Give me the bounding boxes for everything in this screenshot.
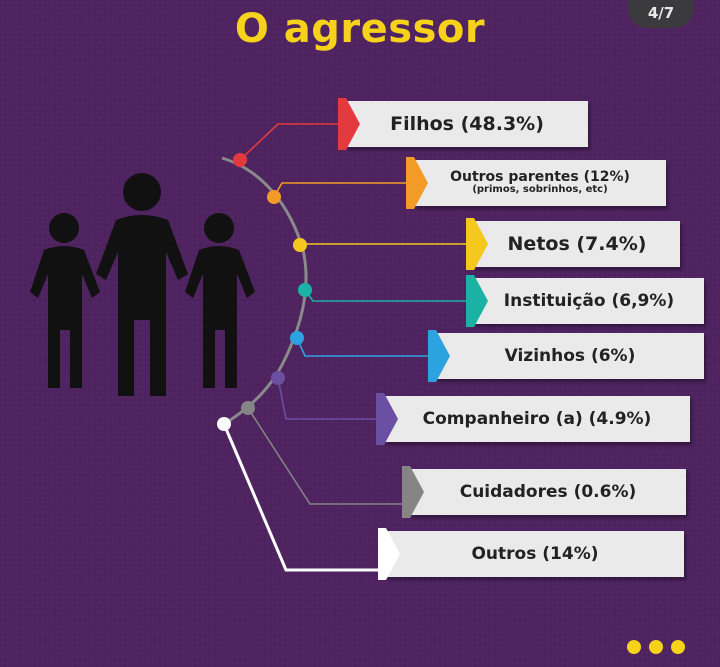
label-flag-arrow bbox=[474, 218, 488, 270]
label-box: Instituição (6,9%) bbox=[474, 278, 704, 324]
connector-line bbox=[296, 337, 428, 357]
label-flag bbox=[378, 528, 386, 580]
label-text: Outros (14%) bbox=[471, 544, 599, 564]
label-subtext: (primos, sobrinhos, etc) bbox=[472, 184, 608, 196]
label-text: Vizinhos (6%) bbox=[504, 346, 636, 366]
connector-line bbox=[239, 123, 338, 161]
tree-node bbox=[290, 331, 304, 345]
connector-line bbox=[277, 377, 376, 420]
tree-node bbox=[298, 283, 312, 297]
label-flag bbox=[466, 275, 474, 327]
label-box: Cuidadores (0.6%) bbox=[410, 469, 686, 515]
label-text: Cuidadores (0.6%) bbox=[459, 482, 637, 502]
page-title: O agressor bbox=[234, 6, 486, 52]
tree-node bbox=[241, 401, 255, 415]
connector-line bbox=[304, 289, 466, 302]
dot bbox=[649, 640, 663, 654]
label-flag bbox=[376, 393, 384, 445]
label-flag-arrow bbox=[386, 528, 400, 580]
label-flag bbox=[402, 466, 410, 518]
label-box: Netos (7.4%) bbox=[474, 221, 680, 267]
label-box: Outros parentes (12%) (primos, sobrinhos,… bbox=[414, 160, 666, 206]
tree-node bbox=[271, 371, 285, 385]
tree-node bbox=[267, 190, 281, 204]
dot bbox=[627, 640, 641, 654]
label-text: Netos (7.4%) bbox=[507, 233, 647, 255]
label-flag bbox=[338, 98, 346, 150]
label-box: Vizinhos (6%) bbox=[436, 333, 704, 379]
label-box: Companheiro (a) (4.9%) bbox=[384, 396, 690, 442]
more-dots-icon[interactable] bbox=[627, 640, 685, 654]
label-flag bbox=[428, 330, 436, 382]
tree-trunk bbox=[221, 156, 308, 426]
people-silhouette-icon bbox=[30, 173, 255, 396]
label-flag-arrow bbox=[346, 98, 360, 150]
tree-node bbox=[233, 153, 247, 167]
label-text: Companheiro (a) (4.9%) bbox=[422, 409, 652, 429]
connector-line bbox=[247, 407, 402, 505]
label-flag-arrow bbox=[474, 275, 488, 327]
tree-node bbox=[217, 417, 231, 431]
label-text: Instituição (6,9%) bbox=[503, 291, 675, 311]
connector-line bbox=[222, 423, 378, 572]
label-flag-arrow bbox=[414, 157, 428, 209]
connector-line bbox=[273, 182, 406, 198]
label-text: Outros parentes (12%) bbox=[450, 169, 630, 186]
label-flag bbox=[406, 157, 414, 209]
label-flag bbox=[466, 218, 474, 270]
label-box: Filhos (48.3%) bbox=[346, 101, 588, 147]
label-flag-arrow bbox=[410, 466, 424, 518]
page-counter: 4/7 bbox=[628, 0, 694, 28]
label-box: Outros (14%) bbox=[386, 531, 684, 577]
label-flag-arrow bbox=[436, 330, 450, 382]
connector-line bbox=[299, 243, 466, 246]
label-text: Filhos (48.3%) bbox=[390, 113, 544, 135]
label-flag-arrow bbox=[384, 393, 398, 445]
tree-node bbox=[293, 238, 307, 252]
dot bbox=[671, 640, 685, 654]
